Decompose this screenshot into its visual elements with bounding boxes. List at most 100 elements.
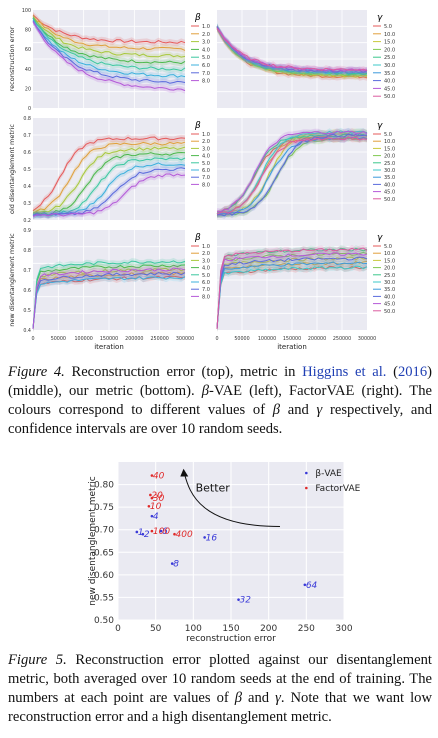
y-tick-label: 0.6 [23,150,31,156]
scatter-point [173,532,176,536]
figure-5-scatter: 0.50 0.55 0.60 0.65 0.70 0.75 0.80 0 50 100 150 200… [88,462,361,644]
legend-label: β-VAE [315,469,342,479]
scatter-point [149,493,152,497]
point-label: 8 [173,560,179,570]
legend-label: 4.0 [202,266,210,272]
legend-label: 6.0 [202,280,210,286]
fig4-panel-r2-c1: β1.02.03.0 4.05.06.07.08.0 [32,118,210,220]
x-tick-label: 100000 [258,336,276,342]
legend-label: 8.0 [202,79,210,85]
legend-label: FactorVAE [315,484,360,494]
legend-label: 7.0 [202,175,210,181]
x-tick-label: 50000 [51,336,66,342]
scatter-point [135,530,139,534]
point-label: 30 [153,494,165,504]
point-label: 64 [306,581,318,591]
y-tick-label: 20 [25,86,31,92]
legend-label: 4.0 [202,154,210,160]
legend-title: γ [377,233,383,243]
point-label: 40 [153,472,165,482]
x-tick-label: 250000 [333,336,351,342]
y-tick-label: 0.55 [94,593,114,603]
x-tick-label: 150 [222,624,239,634]
legend-label: 1.0 [202,132,210,138]
citation-year-link[interactable]: 2016 [397,364,428,380]
scatter-point [237,598,240,601]
legend-label: 5.0 [384,24,392,30]
scatter-point [141,532,145,536]
legend-label: 5.0 [202,273,210,279]
legend-label: 15.0 [384,258,395,264]
legend-marker [305,486,308,490]
legend-marker [305,471,308,475]
legend-label: 50.0 [384,309,395,315]
legend-label: 2.0 [202,251,210,257]
legend-label: 25.0 [384,161,395,167]
y-tick-label: 0.9 [23,228,31,234]
fig4-panel-r2-c2: γ5.010.015.0 20.025.030.035.040.0 45.050.0 [216,118,395,220]
legend-label: 7.0 [202,71,210,77]
legend-label: 40.0 [384,182,395,188]
y-tick-label: 0.7 [23,133,31,139]
point-label: 100 [153,527,170,537]
x-tick-label: 150000 [100,336,118,342]
legend-label: 3.0 [202,40,210,46]
y-tick-label: 0.75 [94,503,114,513]
figure-4-caption: Figure 4. Reconstruction error (top), me… [8,364,432,437]
fig4-panel-r1-c2: γ5.0 10.0 15.020.0 25.0 30.0 35.0 40.045.0 50.0 [216,10,395,108]
y-tick-label: 0.4 [23,328,31,334]
y-tick-label: 0.60 [94,571,114,581]
x-axis-label: reconstruction error [186,634,276,644]
legend-title: γ [377,121,383,131]
legend-label: 5.0 [384,132,392,138]
figure-4: β1.02.03.04.05.06.07.08.0γ5.010.015.020.… [8,8,395,351]
scatter-point [147,504,151,508]
y-tick-label: 40 [25,67,31,73]
citation-link[interactable]: Higgins et al. [302,364,387,380]
y-tick-label: 0.8 [23,116,31,122]
fig4-panel-r3-c2: γ5.010.015.0 20.025.030.035.040.0 45.050.0 [216,230,395,332]
y-axis-label: new disentanglement metric [88,476,98,606]
legend-label: 40.0 [384,294,395,300]
legend-label: 20.0 [384,47,395,53]
y-tick-label: 0.8 [23,248,31,254]
legend-label: 6.0 [202,63,210,69]
legend-label: 35.0 [384,287,395,293]
figure-5-caption: Figure 5. Reconstruction error plotted a… [8,652,432,725]
legend-label: 3.0 [202,146,210,152]
legend-label: 10.0 [384,139,395,145]
legend-label: 45.0 [384,302,395,308]
x-tick-label: 300000 [176,336,194,342]
legend-label: 1.0 [202,244,210,250]
x-tick-label: 250000 [151,336,169,342]
y-tick-label: 0.80 [94,481,114,491]
legend-title: γ [377,13,383,23]
row-ylabel: new disentanglement metric [8,233,16,327]
legend-label: 7.0 [202,287,210,293]
legend-label: 20.0 [384,154,395,160]
legend-label: 8.0 [202,182,210,188]
point-label: 20 [151,491,163,501]
x-tick-label: 100 [185,624,202,634]
x-tick-label: 50 [150,624,162,634]
y-tick-label: 0.3 [23,201,31,207]
x-tick-label: 50000 [234,336,249,342]
legend-label: 45.0 [384,86,395,92]
figure-4-label: Figure 4. [8,364,65,380]
y-tick-label: 100 [22,8,31,14]
legend-label: 25.0 [384,55,395,61]
row-ylabel: old disentanglement metric [8,124,16,214]
y-tick-label: 80 [25,28,31,34]
legend-label: 15.0 [384,146,395,152]
y-tick-label: 0.5 [23,167,31,173]
point-label: 2 [144,530,150,540]
legend-label: 50.0 [384,94,395,100]
scatter-point [150,496,154,500]
x-tick-label: 200000 [125,336,143,342]
point-label: 4 [153,512,159,522]
y-tick-label: 0.2 [23,218,31,224]
better-annotation: Better [196,481,231,494]
x-tick-label: 300000 [358,336,376,342]
x-tick-label: 150000 [283,336,301,342]
x-axis-label: iteration [277,343,307,351]
